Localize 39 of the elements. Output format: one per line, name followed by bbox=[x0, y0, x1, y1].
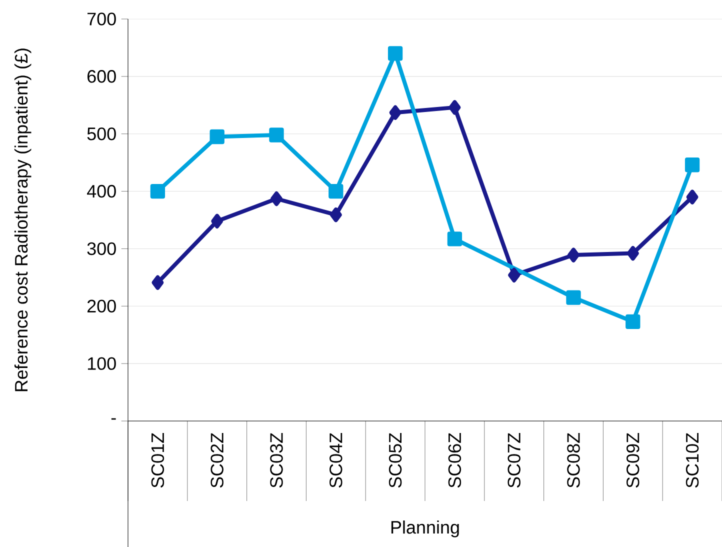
y-tick-label: 100 bbox=[88, 357, 116, 370]
x-axis-title: Planning bbox=[391, 520, 459, 538]
y-tick-label: - bbox=[111, 418, 116, 420]
x-tick-label: SC01Z bbox=[151, 432, 164, 488]
point bbox=[508, 268, 520, 282]
y-axis-title: Reference cost Radiotherapy (inpatient) (£) bbox=[14, 48, 32, 392]
x-tick-label: SC04Z bbox=[330, 432, 342, 488]
point bbox=[328, 184, 344, 199]
point bbox=[150, 184, 166, 199]
y-tick-label: 200 bbox=[87, 300, 116, 313]
x-tick-label: SC08Z bbox=[567, 432, 580, 488]
x-tick-label: SC02Z bbox=[210, 432, 224, 488]
point bbox=[388, 46, 403, 61]
point bbox=[269, 128, 284, 142]
point bbox=[566, 290, 581, 305]
point bbox=[686, 190, 698, 204]
point bbox=[568, 248, 580, 262]
x-tick-label: SC05Z bbox=[388, 432, 402, 488]
x-tick-label: SC09Z bbox=[626, 432, 640, 488]
y-tick-label: 400 bbox=[87, 184, 116, 198]
y-tick-label: 600 bbox=[88, 70, 116, 83]
point bbox=[447, 232, 462, 246]
point bbox=[389, 105, 402, 120]
point bbox=[211, 214, 224, 228]
y-tick-label: 700 bbox=[88, 12, 116, 26]
x-tick-label: SC07Z bbox=[508, 432, 520, 488]
point bbox=[626, 314, 640, 329]
point bbox=[448, 100, 461, 115]
point bbox=[684, 158, 700, 172]
point bbox=[626, 246, 639, 261]
y-tick-label: 500 bbox=[87, 127, 116, 140]
x-tick-label: SC10Z bbox=[686, 432, 699, 488]
point bbox=[270, 191, 282, 206]
point bbox=[152, 275, 164, 290]
x-tick-label: SC06Z bbox=[448, 432, 462, 488]
y-tick-label: 300 bbox=[87, 242, 116, 256]
point bbox=[330, 208, 342, 222]
x-tick-label: SC03Z bbox=[270, 432, 283, 488]
point bbox=[210, 129, 224, 144]
